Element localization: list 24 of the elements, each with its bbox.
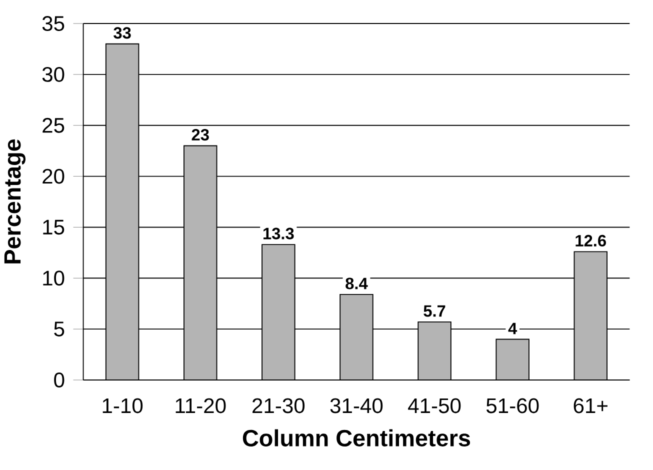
y-tick-label: 5: [54, 322, 64, 336]
data-label: 8.4: [346, 278, 368, 290]
data-label: 5.7: [424, 305, 446, 317]
y-tick-label: 20: [42, 168, 64, 184]
y-axis-title: Percentage: [4, 139, 26, 264]
y-tick-label: 25: [42, 118, 64, 133]
data-label: 4: [508, 322, 518, 334]
x-axis-title: Column Centimeters: [242, 429, 470, 446]
x-tick-label: 51-60: [486, 398, 539, 414]
y-tick-label: 10: [43, 270, 64, 286]
x-tick-label: 31-40: [330, 398, 383, 414]
y-tick-label: 15: [43, 220, 64, 235]
x-tick-label: 1-10: [102, 398, 143, 414]
x-tick-label: 61+: [574, 398, 608, 414]
y-tick-label: 0: [54, 372, 64, 388]
data-label: 23: [192, 129, 209, 141]
data-label: 12.6: [576, 234, 606, 247]
data-label: 13.3: [264, 228, 294, 240]
data-label: 33: [114, 27, 131, 39]
y-tick-label: 35: [42, 16, 64, 32]
y-tick-label: 30: [42, 66, 64, 82]
x-tick-label: 11-20: [176, 398, 226, 414]
x-tick-label: 21-30: [252, 398, 305, 414]
x-tick-label: 41-50: [408, 398, 461, 414]
